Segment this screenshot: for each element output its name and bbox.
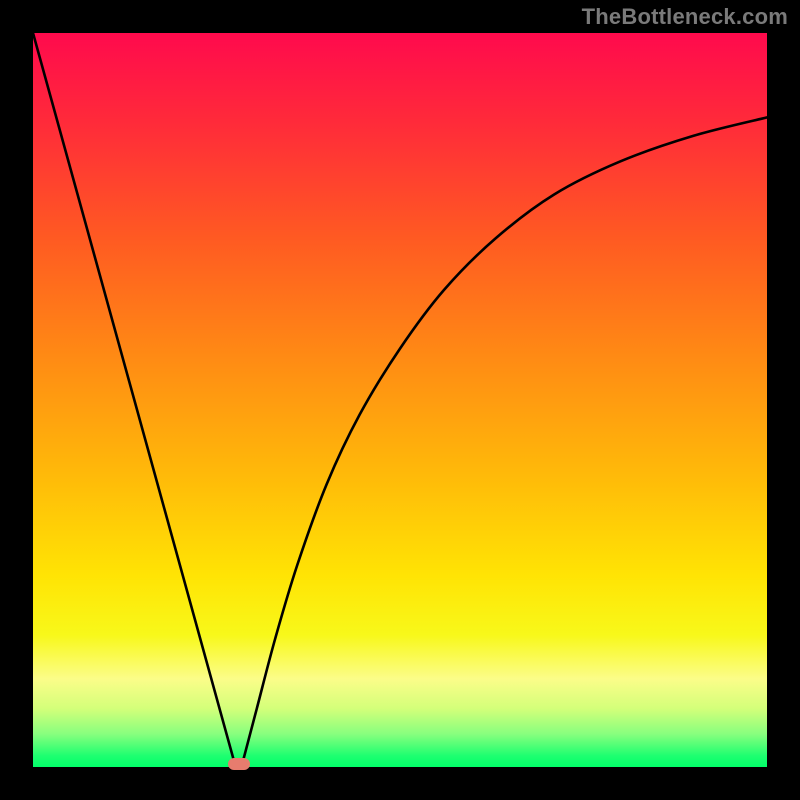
left-curve-line — [33, 33, 235, 764]
valley-marker — [228, 758, 250, 770]
watermark-text: TheBottleneck.com — [582, 4, 788, 30]
plot-area — [33, 33, 767, 767]
bottleneck-curves — [33, 33, 767, 767]
right-curve-line — [242, 117, 767, 764]
canvas: TheBottleneck.com — [0, 0, 800, 800]
